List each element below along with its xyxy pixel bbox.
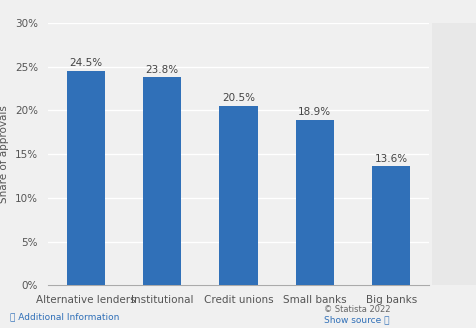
Text: 18.9%: 18.9% bbox=[298, 108, 331, 117]
Text: © Statista 2022: © Statista 2022 bbox=[324, 305, 390, 315]
Text: 13.6%: 13.6% bbox=[374, 154, 407, 164]
Bar bbox=[295, 120, 333, 285]
Y-axis label: Share of approvals: Share of approvals bbox=[0, 105, 9, 203]
Bar bbox=[143, 77, 181, 285]
Text: Show source ⓘ: Show source ⓘ bbox=[324, 315, 389, 324]
Text: 20.5%: 20.5% bbox=[221, 93, 255, 103]
Text: 24.5%: 24.5% bbox=[69, 58, 102, 69]
Bar bbox=[67, 71, 105, 285]
Text: ⓘ Additional Information: ⓘ Additional Information bbox=[10, 312, 119, 321]
Bar bbox=[219, 106, 257, 285]
Bar bbox=[371, 166, 409, 285]
Text: 23.8%: 23.8% bbox=[145, 65, 178, 74]
